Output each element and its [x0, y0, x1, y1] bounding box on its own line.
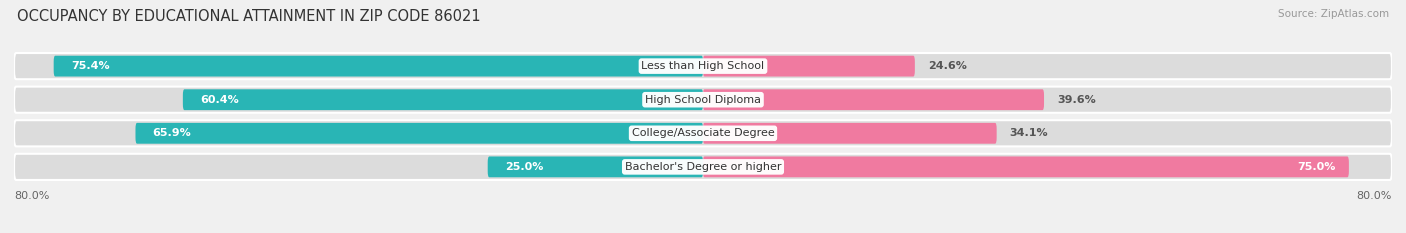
FancyBboxPatch shape [703, 123, 997, 144]
Text: 25.0%: 25.0% [505, 162, 543, 172]
FancyBboxPatch shape [53, 56, 703, 76]
FancyBboxPatch shape [703, 56, 915, 76]
Text: 80.0%: 80.0% [1357, 191, 1392, 201]
FancyBboxPatch shape [135, 123, 703, 144]
FancyBboxPatch shape [183, 89, 703, 110]
FancyBboxPatch shape [14, 87, 1392, 113]
Text: 34.1%: 34.1% [1010, 128, 1049, 138]
FancyBboxPatch shape [703, 89, 1045, 110]
Text: 39.6%: 39.6% [1057, 95, 1095, 105]
Text: High School Diploma: High School Diploma [645, 95, 761, 105]
Text: 65.9%: 65.9% [153, 128, 191, 138]
FancyBboxPatch shape [14, 120, 1392, 146]
FancyBboxPatch shape [703, 157, 1348, 177]
Text: Source: ZipAtlas.com: Source: ZipAtlas.com [1278, 9, 1389, 19]
Text: 80.0%: 80.0% [14, 191, 49, 201]
FancyBboxPatch shape [488, 157, 703, 177]
FancyBboxPatch shape [14, 154, 1392, 180]
Text: College/Associate Degree: College/Associate Degree [631, 128, 775, 138]
Text: OCCUPANCY BY EDUCATIONAL ATTAINMENT IN ZIP CODE 86021: OCCUPANCY BY EDUCATIONAL ATTAINMENT IN Z… [17, 9, 481, 24]
Text: Bachelor's Degree or higher: Bachelor's Degree or higher [624, 162, 782, 172]
Text: Less than High School: Less than High School [641, 61, 765, 71]
Text: 75.0%: 75.0% [1298, 162, 1336, 172]
Text: 60.4%: 60.4% [200, 95, 239, 105]
Text: 24.6%: 24.6% [928, 61, 967, 71]
FancyBboxPatch shape [14, 53, 1392, 79]
Text: 75.4%: 75.4% [70, 61, 110, 71]
